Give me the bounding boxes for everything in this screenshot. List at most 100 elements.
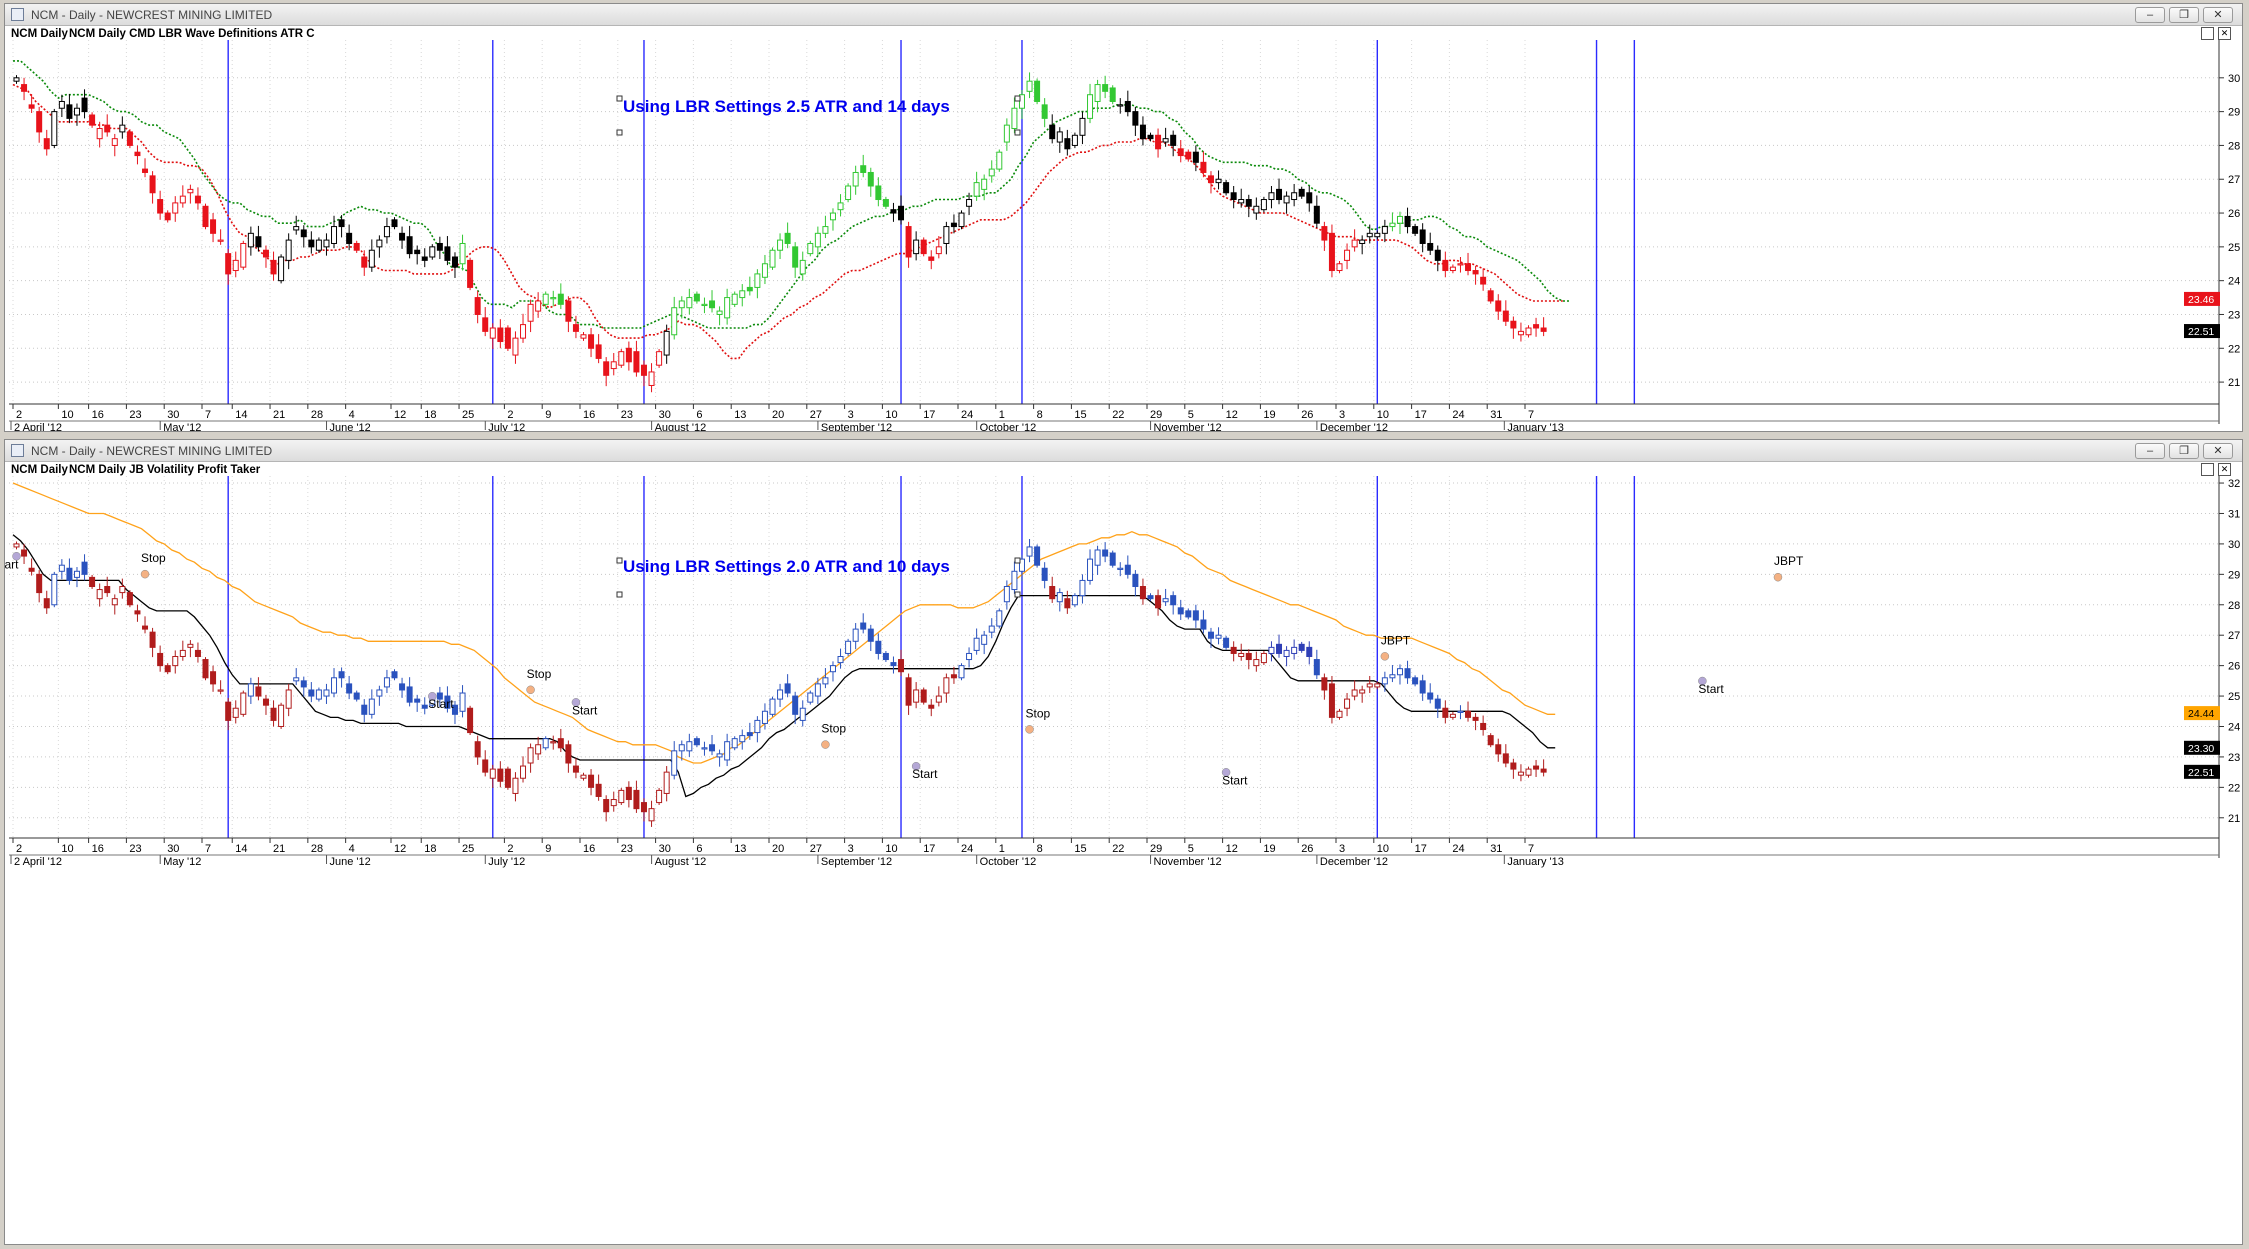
date-tick-label: 13: [734, 409, 746, 421]
candle: [459, 234, 466, 271]
candle: [1291, 639, 1298, 660]
date-tick-label: 25: [462, 409, 474, 421]
candle: [905, 221, 912, 268]
candle-body: [535, 300, 542, 312]
candle: [1442, 700, 1449, 724]
signal-label: Stop: [821, 722, 846, 736]
annotation-text[interactable]: Using LBR Settings 2.0 ATR and 10 days: [623, 557, 950, 576]
price-axis: 21 22 23 24 25 26 27 28 29 30 31 32 24.44 23.30 22.51: [2184, 476, 2240, 858]
price-tag-label: 24.44: [2188, 708, 2214, 720]
candle: [1056, 127, 1063, 153]
candle: [210, 213, 217, 243]
price-chart[interactable]: art Stop Start Stop Start Stop Start Stop Start J…: [5, 440, 2242, 1244]
candle-body: [1351, 239, 1358, 248]
candle: [300, 225, 307, 248]
candle-body: [663, 330, 670, 356]
maximize-pane-icon[interactable]: [2201, 463, 2214, 476]
date-tick-label: 24: [1452, 843, 1464, 855]
candle: [270, 700, 277, 727]
candle: [225, 697, 232, 731]
selection-handle: [1014, 95, 1021, 102]
candle-body: [1041, 567, 1048, 581]
signal-dot: [1025, 725, 1034, 734]
window-titlebar[interactable]: NCM - Daily - NEWCREST MINING LIMITED – …: [5, 440, 2242, 462]
candle: [814, 226, 821, 256]
date-tick-label: 15: [1074, 409, 1086, 421]
candle-body: [323, 689, 330, 697]
date-tick-label: 3: [1339, 409, 1345, 421]
candle-body: [406, 236, 413, 255]
candle-body: [1207, 175, 1214, 184]
annotation-text[interactable]: Using LBR Settings 2.5 ATR and 14 days: [623, 97, 950, 116]
candle: [96, 583, 103, 607]
candle-body: [96, 589, 103, 600]
close-pane-icon[interactable]: ✕: [2218, 463, 2231, 476]
candle-body: [580, 774, 587, 779]
candle-body: [648, 808, 655, 822]
candle-body: [331, 226, 338, 244]
candle: [981, 630, 988, 655]
date-tick-label: 26: [1301, 843, 1313, 855]
month-label: September '12: [821, 856, 892, 868]
close-button[interactable]: ✕: [2203, 443, 2233, 459]
chart-window-bottom[interactable]: NCM - Daily - NEWCREST MINING LIMITED – …: [4, 439, 2243, 1245]
candle-body: [157, 199, 164, 214]
candle-body: [451, 256, 458, 268]
price-tick-label: 25: [2228, 691, 2240, 703]
price-tick-label: 26: [2228, 661, 2240, 673]
candle: [376, 235, 383, 258]
candle-body: [142, 168, 149, 173]
date-tick-label: 21: [273, 843, 285, 855]
candle: [315, 687, 322, 702]
candle-body: [761, 710, 768, 724]
candle-body: [1396, 215, 1403, 224]
close-button[interactable]: ✕: [2203, 7, 2233, 23]
candle-body: [1177, 607, 1184, 615]
restore-button[interactable]: ❐: [2169, 443, 2199, 459]
candle: [935, 236, 942, 259]
candle-body: [43, 598, 50, 609]
candle-body: [1427, 692, 1434, 700]
candle: [255, 677, 262, 701]
candle-body: [28, 567, 35, 572]
candle: [1449, 264, 1456, 274]
candle: [13, 541, 20, 550]
restore-button[interactable]: ❐: [2169, 7, 2199, 23]
window-title: NCM - Daily - NEWCREST MINING LIMITED: [31, 444, 273, 458]
candle: [671, 741, 678, 780]
candle-body: [429, 246, 436, 258]
candle: [331, 215, 338, 249]
chart-app-icon: [11, 8, 24, 21]
candle-body: [1200, 161, 1207, 173]
candle: [202, 203, 209, 230]
close-pane-icon[interactable]: ✕: [2218, 27, 2231, 40]
candle: [1381, 671, 1388, 692]
candle-body: [1139, 586, 1146, 600]
candle-body: [920, 239, 927, 255]
candle: [1230, 186, 1237, 209]
candle-body: [1442, 259, 1449, 272]
candle: [217, 229, 224, 245]
candle: [1298, 186, 1305, 199]
candle: [988, 618, 995, 639]
candle-body: [1185, 610, 1192, 618]
minimize-button[interactable]: –: [2135, 7, 2165, 23]
maximize-pane-icon[interactable]: [2201, 27, 2214, 40]
candle-body: [1192, 610, 1199, 621]
candle: [1094, 79, 1101, 113]
date-tick-label: 17: [1415, 843, 1427, 855]
chart-window-top[interactable]: NCM - Daily - NEWCREST MINING LIMITED – …: [4, 3, 2243, 432]
candle-body: [126, 131, 133, 146]
candle: [1457, 257, 1464, 273]
signal-dot: [821, 740, 830, 749]
candle-body: [633, 789, 640, 810]
candle-body: [996, 151, 1003, 170]
candle-body: [467, 707, 474, 734]
candle-body: [376, 689, 383, 697]
candle-body: [678, 744, 685, 752]
window-titlebar[interactable]: NCM - Daily - NEWCREST MINING LIMITED – …: [5, 4, 2242, 26]
candle: [1268, 641, 1275, 662]
date-tick-label: 26: [1301, 409, 1313, 421]
minimize-button[interactable]: –: [2135, 443, 2165, 459]
